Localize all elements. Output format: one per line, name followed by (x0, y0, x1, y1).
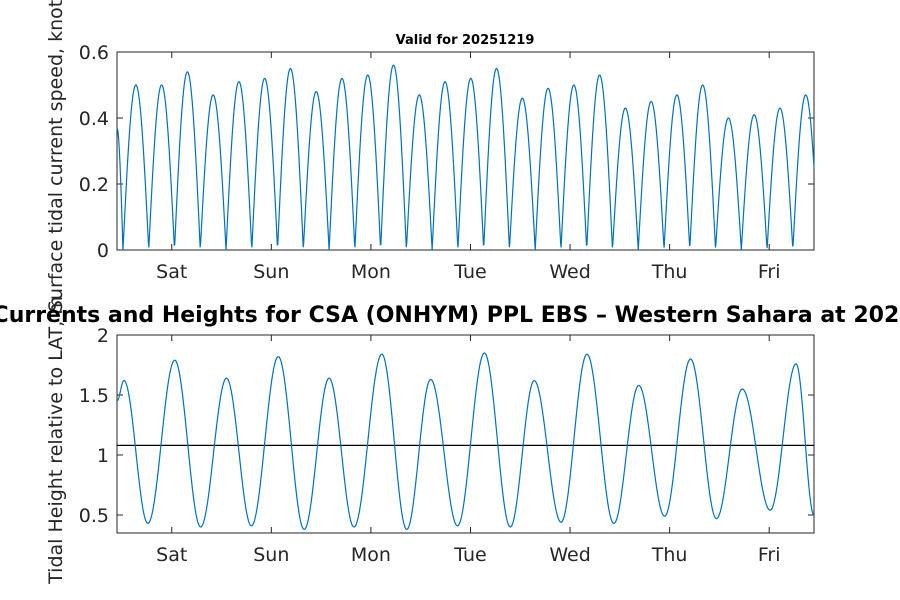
bottom-axes-box (116, 334, 815, 534)
current-speed-line (116, 64, 815, 251)
bottom-y-tick-label: 2 (97, 325, 109, 347)
tidal-height-chart: 0.5 1 1.5 2 Sat Sun Mon Tue Wed Thu Fri Tidal Hei… (45, 296, 815, 585)
top-y-tick-label: 0.2 (79, 174, 109, 196)
top-x-ticks: Sat Sun Mon Tue Wed Thu Fri (156, 52, 781, 283)
figure-title: Tidal Currents and Heights for CSA (ONHY… (0, 303, 900, 328)
bottom-x-tick-label: Mon (351, 544, 391, 566)
bottom-x-ticks: Sat Sun Mon Tue Wed Thu Fri (156, 335, 781, 566)
top-y-ticks: 0 0.2 0.4 0.6 (79, 42, 814, 262)
top-y-tick-label: 0.4 (79, 108, 109, 130)
top-x-tick-label: Wed (549, 261, 590, 283)
top-x-tick-label: Tue (453, 261, 486, 283)
top-y-tick-label: 0.6 (79, 42, 109, 64)
top-x-tick-label: Mon (351, 261, 391, 283)
top-y-tick-label: 0 (97, 240, 109, 262)
top-chart-title: Valid for 20251219 (396, 33, 535, 48)
tidal-height-line (116, 352, 815, 531)
bottom-x-tick-label: Thu (651, 544, 688, 566)
bottom-x-tick-label: Sun (253, 544, 289, 566)
bottom-y-ticks: 0.5 1 1.5 2 (79, 325, 814, 527)
bottom-x-tick-label: Wed (549, 544, 590, 566)
bottom-y-tick-label: 1.5 (79, 385, 109, 407)
bottom-y-tick-label: 0.5 (79, 505, 109, 527)
bottom-x-tick-label: Fri (758, 544, 781, 566)
top-x-tick-label: Sat (156, 261, 187, 283)
bottom-x-tick-label: Sat (156, 544, 187, 566)
top-y-axis-label: Surface tidal current speed, knots (45, 0, 67, 312)
bottom-y-tick-label: 1 (97, 445, 109, 467)
current-speed-chart: Valid for 20251219 0 0.2 0.4 0.6 Sat Sun Mon T… (45, 0, 815, 312)
bottom-y-axis-label: Tidal Height relative to LAT, m (45, 296, 67, 585)
top-x-tick-label: Sun (253, 261, 289, 283)
top-axes-box (116, 51, 815, 251)
top-x-tick-label: Thu (651, 261, 688, 283)
top-x-tick-label: Fri (758, 261, 781, 283)
bottom-x-tick-label: Tue (453, 544, 486, 566)
